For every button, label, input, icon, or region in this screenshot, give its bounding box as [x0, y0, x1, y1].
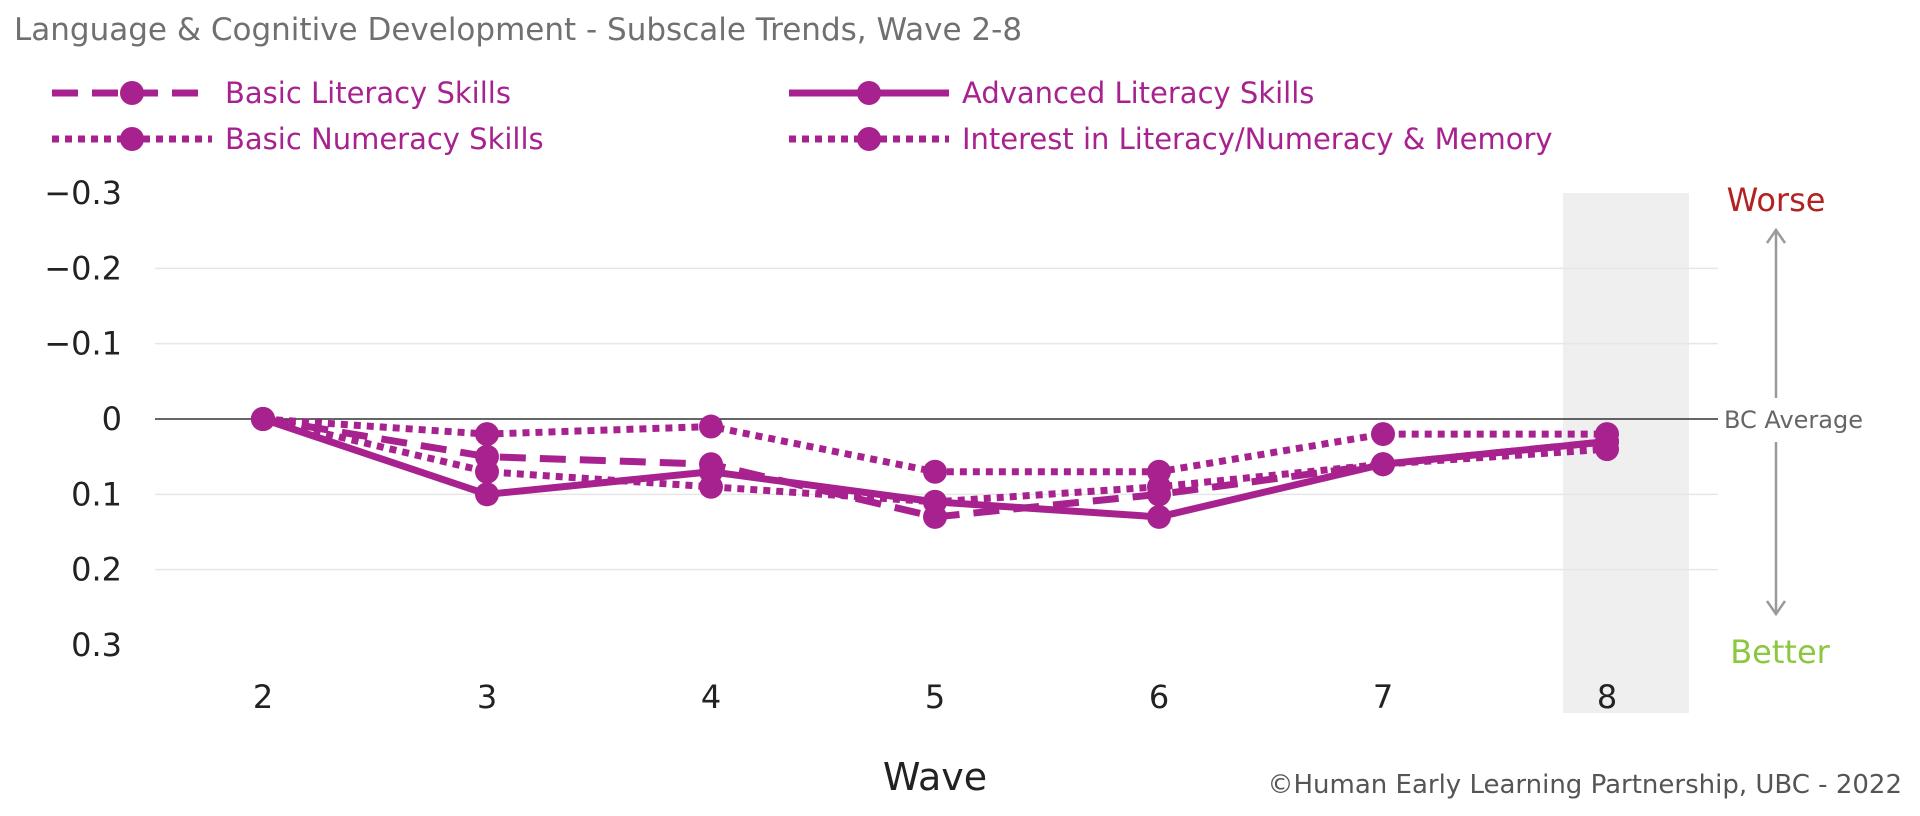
arrow-down-head: [1765, 600, 1787, 617]
legend-label: Basic Literacy Skills: [225, 76, 511, 110]
x-tick-label: 5: [925, 678, 945, 716]
bc-average-label: BC Average: [1724, 406, 1863, 434]
y-tick-label: −0.1: [44, 325, 122, 363]
x-axis-ticks: 2 3 4 5 6 7 8: [253, 678, 1617, 716]
data-point: [923, 459, 947, 484]
y-tick-label: −0.3: [44, 174, 122, 212]
x-tick-label: 4: [701, 678, 721, 716]
y-axis-ticks: −0.3 −0.2 −0.1 0 0.1 0.2 0.3: [44, 174, 122, 664]
legend-label: Advanced Literacy Skills: [962, 76, 1314, 110]
legend-marker: [120, 81, 144, 105]
legend: Basic Literacy Skills Advanced Literacy S…: [52, 76, 1553, 156]
legend-label: Interest in Literacy/Numeracy & Memory: [962, 122, 1553, 156]
legend-label: Basic Numeracy Skills: [225, 122, 544, 156]
x-tick-label: 8: [1597, 678, 1617, 716]
data-point: [475, 459, 499, 484]
x-tick-label: 7: [1373, 678, 1393, 716]
legend-marker: [120, 127, 144, 151]
better-label: Better: [1730, 633, 1830, 671]
direction-arrows: [1765, 227, 1787, 617]
x-tick-label: 6: [1149, 678, 1169, 716]
copyright-text: ©Human Early Learning Partnership, UBC -…: [1267, 770, 1902, 800]
y-tick-label: 0.2: [71, 551, 122, 589]
data-point: [923, 489, 947, 514]
x-tick-label: 2: [253, 678, 273, 716]
y-tick-label: 0.3: [71, 626, 122, 664]
series-4: [251, 407, 1619, 484]
y-tick-label: −0.2: [44, 249, 122, 287]
data-point: [1147, 459, 1171, 484]
y-tick-label: 0.1: [71, 475, 122, 513]
data-point: [475, 422, 499, 447]
series-group: [251, 407, 1619, 529]
legend-marker: [857, 81, 881, 105]
arrow-up-head: [1765, 227, 1787, 244]
legend-marker: [857, 127, 881, 151]
data-point: [1371, 452, 1395, 477]
data-point: [1371, 422, 1395, 447]
x-tick-label: 3: [477, 678, 497, 716]
y-tick-label: 0: [102, 400, 122, 438]
legend-item: Advanced Literacy Skills: [789, 76, 1314, 110]
data-point: [699, 414, 723, 439]
legend-item: Interest in Literacy/Numeracy & Memory: [789, 122, 1553, 156]
data-point: [1147, 504, 1171, 529]
legend-item: Basic Numeracy Skills: [52, 122, 544, 156]
data-point: [1595, 422, 1619, 447]
chart-title: Language & Cognitive Development - Subsc…: [14, 12, 1022, 48]
data-point: [699, 474, 723, 499]
x-axis-label: Wave: [883, 755, 987, 799]
data-point: [251, 407, 275, 431]
legend-item: Basic Literacy Skills: [52, 76, 511, 110]
data-point: [475, 482, 499, 507]
worse-label: Worse: [1727, 181, 1826, 219]
